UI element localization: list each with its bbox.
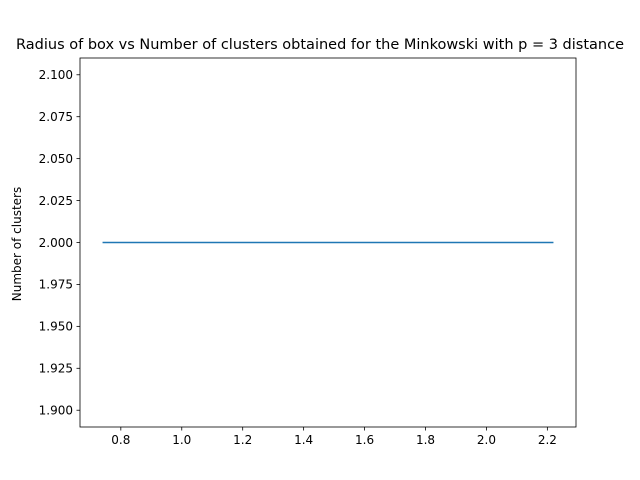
y-tick-label: 2.100 <box>39 68 73 82</box>
y-tick-label: 2.000 <box>39 236 73 250</box>
y-axis-label: Number of clusters <box>10 187 24 301</box>
y-axis: 1.900 1.925 1.950 1.975 2.000 2.025 2.050 2.075… <box>39 68 80 418</box>
x-axis: 0.8 1.0 1.2 1.4 1.6 1.8 2.0 2.2 <box>111 427 557 447</box>
x-tick-label: 1.2 <box>233 433 252 447</box>
y-tick-label: 1.950 <box>39 320 73 334</box>
x-tick-label: 1.6 <box>355 433 374 447</box>
x-tick-label: 1.4 <box>294 433 313 447</box>
x-tick-label: 2.2 <box>538 433 557 447</box>
y-tick-label: 2.050 <box>39 152 73 166</box>
x-tick-label: 2.0 <box>477 433 496 447</box>
y-tick-label: 2.025 <box>39 194 73 208</box>
y-tick-label: 1.900 <box>39 404 73 418</box>
y-tick-label: 2.075 <box>39 110 73 124</box>
y-tick-label: 1.975 <box>39 278 73 292</box>
x-tick-label: 0.8 <box>111 433 130 447</box>
x-tick-label: 1.8 <box>416 433 435 447</box>
x-tick-label: 1.0 <box>172 433 191 447</box>
y-tick-label: 1.925 <box>39 362 73 376</box>
chart-title: Radius of box vs Number of clusters obta… <box>16 37 624 53</box>
